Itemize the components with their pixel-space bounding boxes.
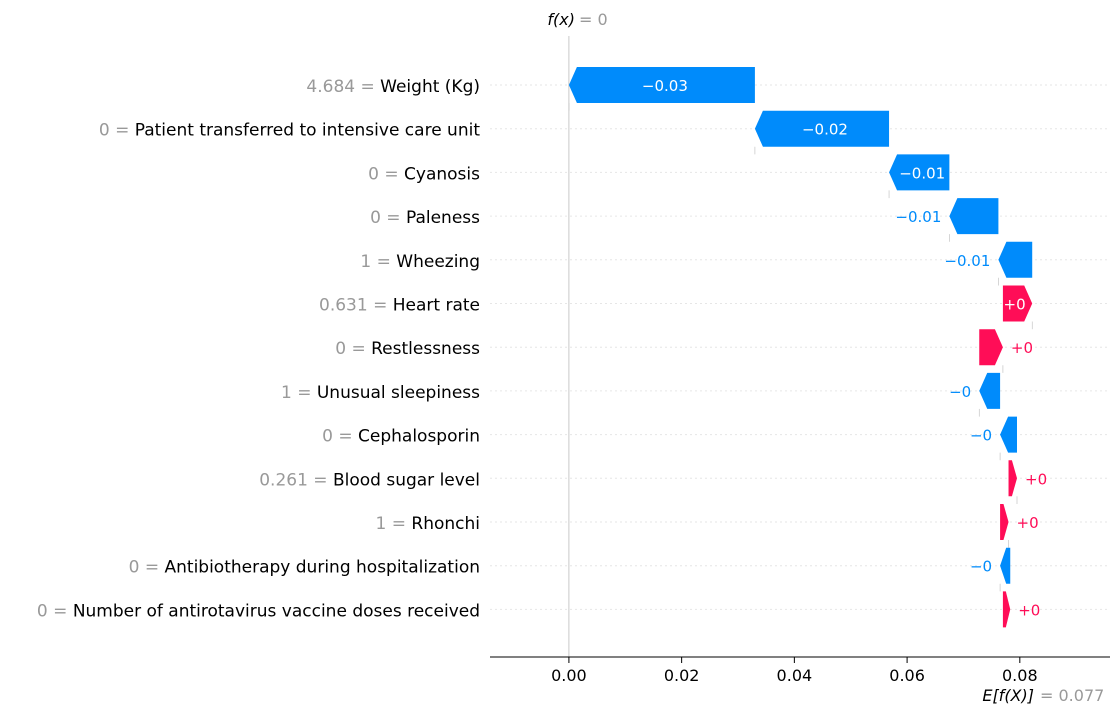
equals-sign: = (379, 164, 404, 184)
feature-name: Number of antirotavirus vaccine doses re… (73, 601, 480, 621)
bar-1 (568, 67, 755, 103)
feature-value: 1 (281, 383, 292, 403)
x-tick-label: 0.08 (1002, 666, 1038, 685)
feature-label-9: 0 = Cephalosporin (322, 427, 480, 447)
feature-label-10: 0.261 = Blood sugar level (259, 470, 480, 490)
bar-12 (1000, 547, 1011, 584)
feature-label-7: 0 = Restlessness (335, 339, 480, 359)
feature-value: 1 (376, 514, 387, 534)
feature-name: Unusual sleepiness (317, 383, 480, 403)
efx-value-number: 0.077 (1059, 686, 1105, 705)
bar-label-5: −0.01 (944, 252, 990, 270)
bar-2 (754, 110, 890, 147)
equals-sign: = (308, 470, 333, 490)
feature-name: Cyanosis (404, 164, 480, 184)
reference-lines (568, 36, 1033, 657)
feature-label-5: 1 = Wheezing (360, 252, 480, 272)
feature-value: 0.631 (319, 296, 368, 316)
bar-label-4: −0.01 (895, 208, 941, 226)
bar-4 (949, 198, 999, 235)
feature-label-3: 0 = Cyanosis (368, 164, 480, 184)
feature-value: 0 (129, 558, 140, 578)
efx-label: E[f(X)] = 0.077 (982, 686, 1104, 705)
feature-value: 4.684 (306, 77, 355, 97)
feature-value: 0.261 (259, 470, 308, 490)
feature-label-1: 4.684 = Weight (Kg) (306, 77, 480, 97)
equals-sign: = (110, 121, 135, 141)
fx-value-number: 0 (598, 10, 608, 29)
x-tick-label: 0.04 (777, 666, 813, 685)
equals-sign: = (386, 514, 411, 534)
feature-label-13: 0 = Number of antirotavirus vaccine dose… (37, 601, 480, 621)
feature-label-12: 0 = Antibiotherapy during hospitalizatio… (129, 558, 480, 578)
equals-sign: = (368, 296, 393, 316)
bar-labels-layer: −0.03 −0.02 −0.01 −0.01 −0.01 +0 +0 −0 −0 +0 +0 −0 +… (642, 77, 1047, 619)
bar-label-9: −0 (970, 427, 992, 445)
feature-label-2: 0 = Patient transferred to intensive car… (99, 121, 480, 141)
feature-label-11: 1 = Rhonchi (376, 514, 481, 534)
equals-sign: = (139, 558, 164, 578)
feature-name: Paleness (406, 208, 480, 228)
bar-label-13: +0 (1018, 601, 1040, 619)
feature-value: 0 (37, 601, 48, 621)
feature-labels-layer: 4.684 = Weight (Kg) 0 = Patient transferr… (37, 77, 480, 621)
equals-sign: = (333, 427, 358, 447)
fx-value: = 0 (579, 10, 608, 29)
equals-sign: = (355, 77, 380, 97)
x-tick-label: 0.02 (664, 666, 700, 685)
feature-name: Heart rate (393, 296, 480, 316)
bar-11 (1000, 504, 1009, 540)
fx-label: f(x) = 0 (547, 10, 607, 29)
x-tick-label: 0.06 (889, 666, 925, 685)
feature-name: Cephalosporin (358, 427, 480, 447)
bar-3 (889, 154, 950, 191)
feature-value: 0 (335, 339, 346, 359)
bar-9 (1000, 416, 1017, 453)
feature-label-6: 0.631 = Heart rate (319, 296, 480, 316)
bar-5 (998, 241, 1033, 278)
equals-sign: = (381, 208, 406, 228)
bar-8 (979, 372, 1001, 409)
feature-value: 0 (370, 208, 381, 228)
bar-label-7: +0 (1011, 339, 1033, 357)
feature-name: Blood sugar level (333, 470, 480, 490)
equals-sign: = (346, 339, 371, 359)
feature-name: Antibiotherapy during hospitalization (165, 558, 481, 578)
feature-name: Patient transferred to intensive care un… (135, 121, 481, 141)
bar-label-8: −0 (949, 383, 971, 401)
bar-10 (1008, 460, 1017, 497)
feature-value: 1 (360, 252, 371, 272)
bar-label-3: −0.01 (899, 164, 945, 182)
bar-label-2: −0.02 (802, 121, 848, 139)
bar-label-6: +0 (1004, 296, 1026, 314)
feature-value: 0 (368, 164, 379, 184)
bar-label-12: −0 (970, 558, 992, 576)
x-tick-label: 0.00 (551, 666, 587, 685)
equals-sign: = (371, 252, 396, 272)
equals-sign: = (48, 601, 73, 621)
feature-name: Weight (Kg) (380, 77, 480, 97)
feature-name: Restlessness (371, 339, 480, 359)
feature-label-8: 1 = Unusual sleepiness (281, 383, 480, 403)
bars-layer (568, 67, 1033, 628)
feature-name: Rhonchi (411, 514, 480, 534)
equals-sign: = (292, 383, 317, 403)
bar-label-1: −0.03 (642, 77, 688, 95)
feature-label-4: 0 = Paleness (370, 208, 480, 228)
bar-label-11: +0 (1017, 514, 1039, 532)
feature-value: 0 (322, 427, 333, 447)
x-axis: 0.00 0.02 0.04 0.06 0.08 (490, 656, 1110, 685)
bar-6 (1002, 285, 1033, 322)
feature-name: Wheezing (396, 252, 480, 272)
feature-value: 0 (99, 121, 110, 141)
fx-prefix: f(x) (547, 10, 575, 29)
bar-13 (1002, 591, 1011, 628)
efx-value: = 0.077 (1040, 686, 1104, 705)
bar-7 (979, 329, 1003, 366)
efx-prefix: E[f(X)] (982, 686, 1034, 705)
bar-label-10: +0 (1025, 470, 1047, 488)
